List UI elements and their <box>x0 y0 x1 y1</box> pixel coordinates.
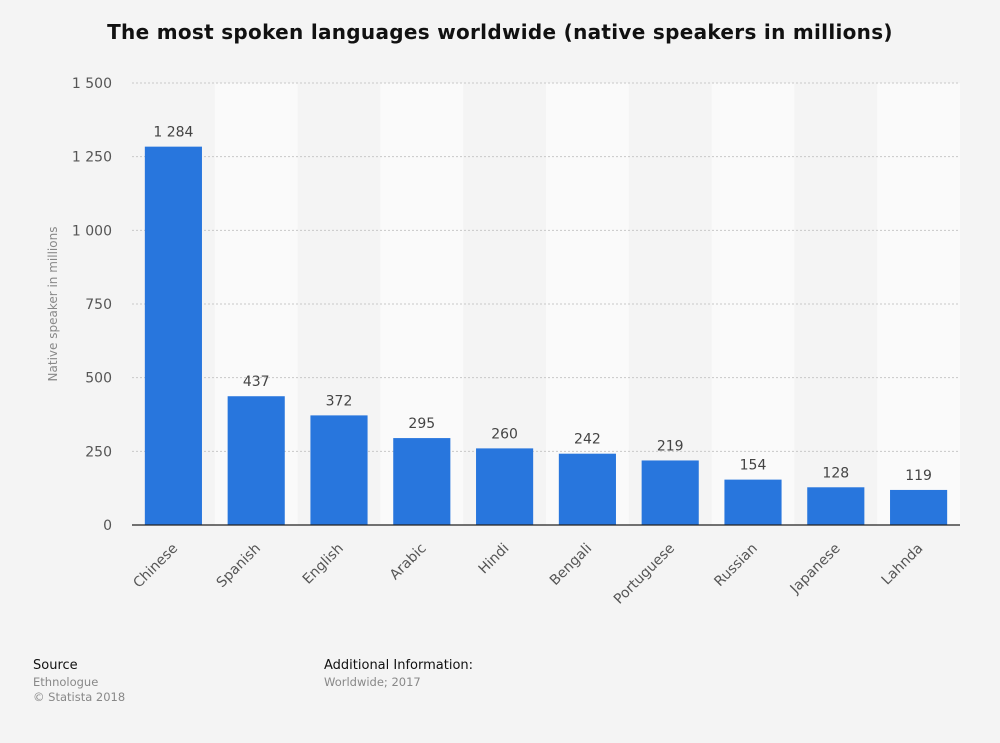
y-tick-label: 500 <box>85 371 112 387</box>
y-tick-labels: 0 250 500 750 1 000 1 250 1 500 <box>72 76 112 534</box>
additional-info-heading: Additional Information: <box>324 658 474 673</box>
bar <box>476 448 534 525</box>
source-name: Ethnologue <box>33 675 99 689</box>
y-tick-label: 0 <box>103 518 112 534</box>
x-tick-label: Arabic <box>387 541 430 584</box>
data-label: 219 <box>657 438 684 454</box>
x-tick-label: English <box>300 541 347 588</box>
y-axis-label: Native speaker in millions <box>46 227 60 382</box>
bar <box>558 453 616 525</box>
data-label: 119 <box>905 468 932 484</box>
x-tick-label: Hindi <box>476 541 513 578</box>
x-tick-label: Spanish <box>214 541 264 591</box>
additional-info-text: Worldwide; 2017 <box>324 675 421 689</box>
y-tick-label: 250 <box>85 444 112 460</box>
bar <box>310 415 368 525</box>
bars <box>144 146 948 525</box>
data-label: 154 <box>740 458 767 474</box>
y-tick-label: 750 <box>85 297 112 313</box>
source-heading: Source <box>33 658 78 673</box>
x-tick-label: Portuguese <box>611 541 678 608</box>
y-tick-label: 1 250 <box>72 150 112 166</box>
data-label: 1 284 <box>153 125 193 141</box>
bar <box>890 489 948 525</box>
chart-title: The most spoken languages worldwide (nat… <box>107 20 893 44</box>
data-label: 128 <box>822 465 849 481</box>
bar <box>807 487 865 525</box>
x-tick-labels: Chinese Spanish English Arabic Hindi Bengali P… <box>130 541 926 608</box>
x-tick-label: Chinese <box>130 541 181 592</box>
x-tick-label: Russian <box>711 541 760 590</box>
data-label: 437 <box>243 374 270 390</box>
bar <box>641 460 699 525</box>
x-tick-label: Japanese <box>787 541 844 598</box>
data-label: 372 <box>326 393 353 409</box>
data-label: 242 <box>574 432 601 448</box>
data-label: 260 <box>491 426 518 442</box>
x-tick-label: Lahnda <box>879 541 927 589</box>
category-band <box>877 83 960 525</box>
category-band <box>546 83 629 525</box>
y-tick-label: 1 500 <box>72 76 112 92</box>
x-tick-label: Bengali <box>547 541 595 589</box>
bar <box>393 438 451 525</box>
copyright: © Statista 2018 <box>33 690 126 704</box>
data-label: 295 <box>408 416 435 432</box>
bar <box>227 396 285 525</box>
value-labels: 1 284 437 372 295 260 242 219 154 128 119 <box>153 125 932 484</box>
bar <box>144 146 202 525</box>
y-tick-label: 1 000 <box>72 223 112 239</box>
bar <box>724 479 782 525</box>
